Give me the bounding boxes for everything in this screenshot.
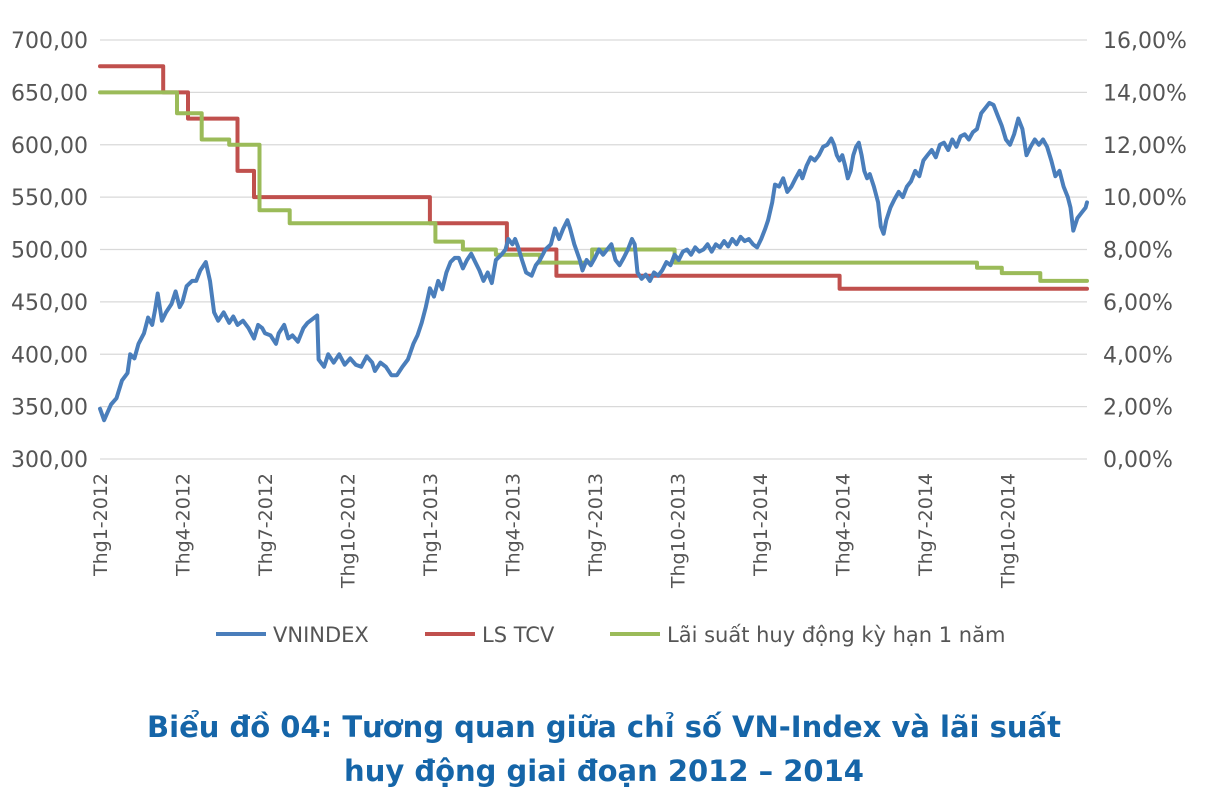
series-line-vnindex <box>98 100 1089 423</box>
figure-caption-line-2: huy động giai đoạn 2012 – 2014 <box>344 754 864 788</box>
left-axis-tick-label: 450,00 <box>11 291 88 316</box>
right-axis-tick-label: 4,00% <box>1103 343 1173 368</box>
right-axis-tick-label: 2,00% <box>1103 396 1173 421</box>
left-axis-tick-label: 600,00 <box>11 134 88 159</box>
right-axis-tick-label: 6,00% <box>1103 291 1173 316</box>
left-axis-ticks: 300,00 350,00 400,00 450,00 500,00 550,00 600,… <box>11 29 88 473</box>
right-axis-ticks: 0,00% 2,00% 4,00% 6,00% 8,00% 10,00% 12,00% 14,… <box>1103 29 1187 473</box>
x-axis-ticks: Thg1-2012 Thg4-2012 Thg7-2012 Thg10-2012 Thg… <box>90 473 1019 589</box>
right-axis-tick-label: 14,00% <box>1103 81 1187 106</box>
left-axis-tick-label: 550,00 <box>11 186 88 211</box>
x-axis-tick-label: Thg4-2014 <box>832 473 854 577</box>
right-axis-tick-label: 8,00% <box>1103 239 1173 264</box>
left-axis-tick-label: 300,00 <box>11 448 88 473</box>
left-axis-tick-label: 650,00 <box>11 81 88 106</box>
right-axis-tick-label: 12,00% <box>1103 134 1187 159</box>
x-axis-tick-label: Thg10-2012 <box>337 473 359 589</box>
x-axis-tick-label: Thg4-2013 <box>502 473 524 577</box>
right-axis-tick-label: 0,00% <box>1103 448 1173 473</box>
x-axis-tick-label: Thg7-2013 <box>585 473 607 577</box>
right-axis-tick-label: 16,00% <box>1103 29 1187 54</box>
series-line-l-i-su-t-huy-ng-k-h-n-1-n-m <box>98 90 1089 283</box>
x-axis-tick-label: Thg10-2014 <box>997 473 1019 589</box>
series-line-ls-tcv <box>98 64 1089 291</box>
x-axis-tick-label: Thg1-2012 <box>90 473 112 577</box>
legend-label: LS TCV <box>482 623 555 647</box>
legend-label: VNINDEX <box>273 623 369 647</box>
x-axis-tick-label: Thg1-2013 <box>420 473 442 577</box>
x-axis-tick-label: Thg4-2012 <box>172 473 194 577</box>
x-axis-tick-label: Thg7-2012 <box>255 473 277 577</box>
left-axis-tick-label: 500,00 <box>11 239 88 264</box>
right-axis-tick-label: 10,00% <box>1103 186 1187 211</box>
left-axis-tick-label: 400,00 <box>11 343 88 368</box>
left-axis-tick-label: 700,00 <box>11 29 88 54</box>
legend-label: Lãi suất huy động kỳ hạn 1 năm <box>667 623 1005 647</box>
x-axis-tick-label: Thg10-2013 <box>667 473 689 589</box>
x-axis-tick-label: Thg7-2014 <box>915 473 937 577</box>
series-lines <box>98 64 1089 423</box>
chart-area: 300,00 350,00 400,00 450,00 500,00 550,00 600,… <box>11 29 1187 647</box>
figure-caption-line-1: Biểu đồ 04: Tương quan giữa chỉ số VN-In… <box>147 710 1061 744</box>
x-axis-tick-label: Thg1-2014 <box>750 473 772 577</box>
legend: VNINDEX LS TCV Lãi suất huy động kỳ hạn 1 … <box>216 623 1005 647</box>
left-axis-tick-label: 350,00 <box>11 396 88 421</box>
